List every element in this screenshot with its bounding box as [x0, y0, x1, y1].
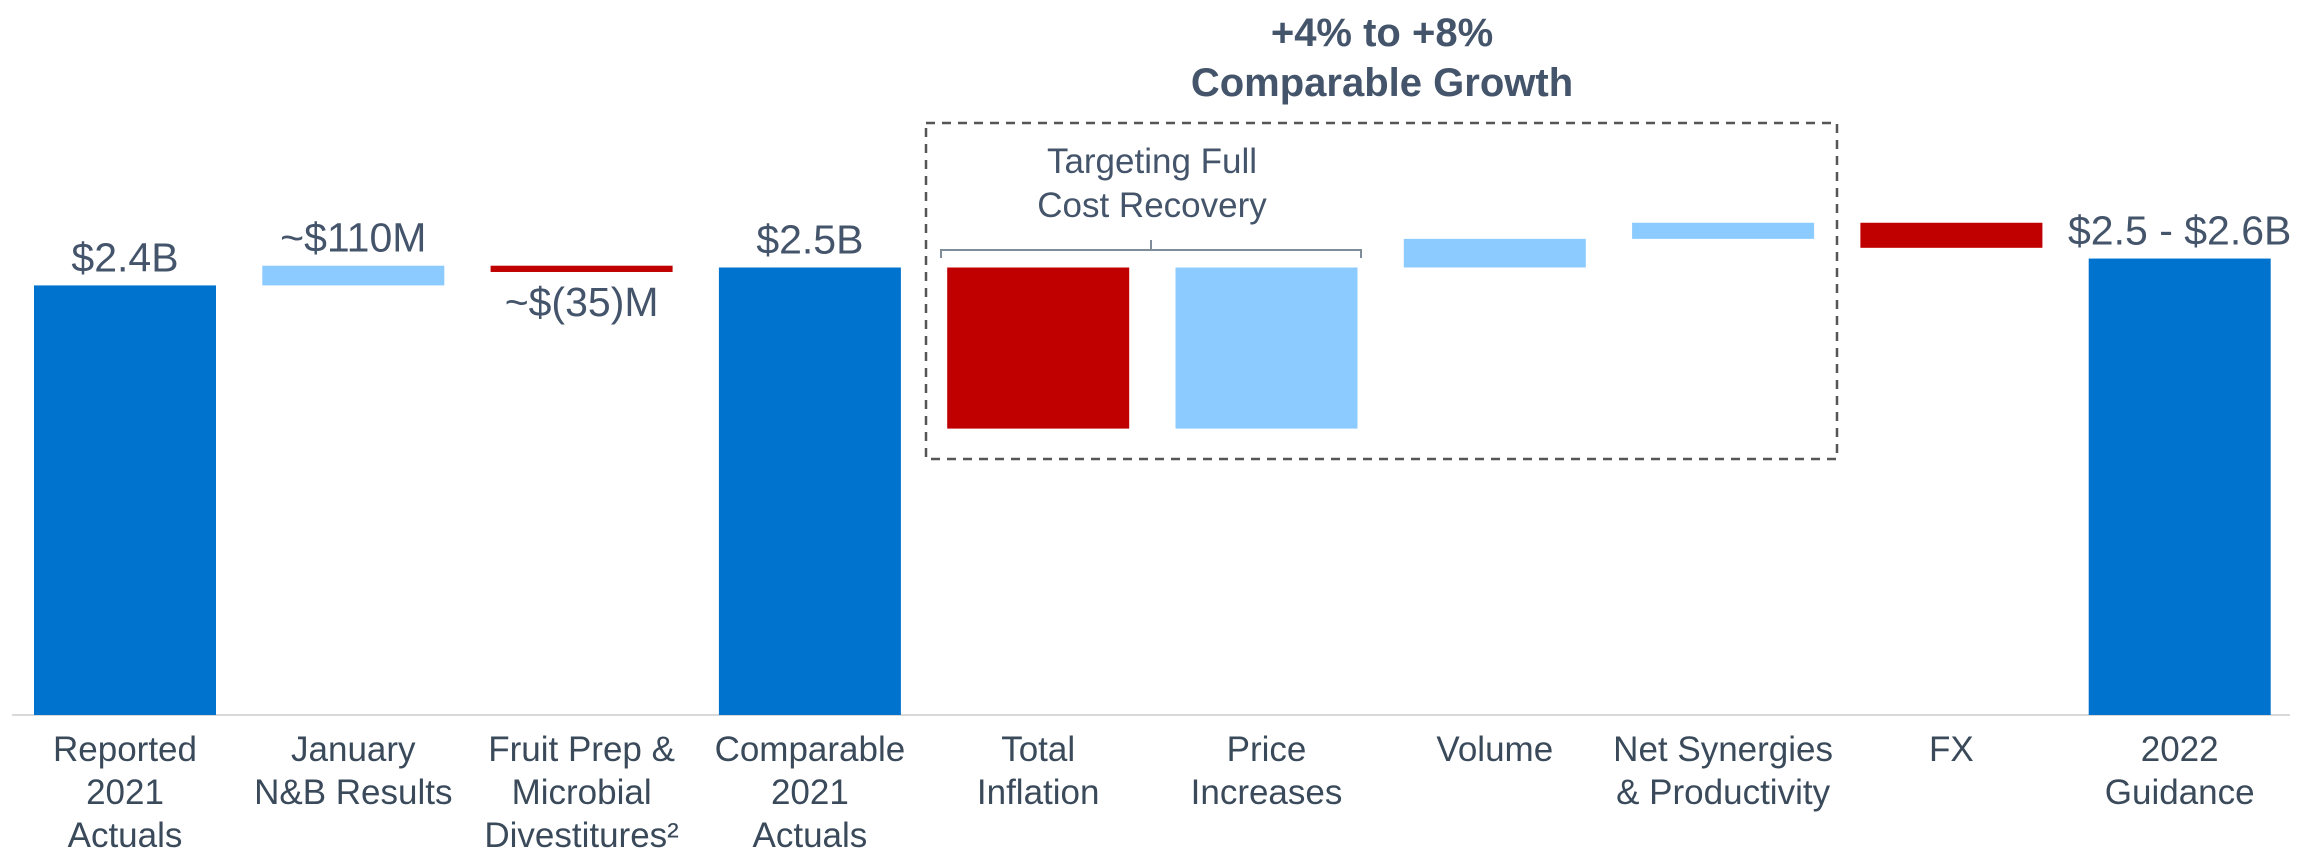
bar — [1175, 267, 1358, 429]
data-label: ~$(35)M — [505, 279, 659, 325]
x-tick-label: January N&B Results — [254, 730, 453, 812]
x-tick-label: Reported 2021 Actuals — [53, 730, 197, 855]
dashed-box — [924, 121, 1839, 461]
bar — [947, 267, 1130, 429]
x-tick-label: Price Increases — [1190, 730, 1343, 812]
data-label: $2.5B — [756, 217, 863, 263]
data-label: ~$110M — [280, 215, 426, 261]
x-tick-label: FX — [1929, 730, 1974, 769]
bracket — [940, 240, 1362, 258]
bar — [1403, 238, 1586, 268]
bar — [2088, 258, 2271, 715]
bar — [34, 285, 216, 715]
bar — [718, 267, 901, 715]
chart-title: +4% to +8% Comparable Growth — [1190, 11, 1574, 105]
bar — [1632, 222, 1815, 239]
x-tick-label: Total Inflation — [976, 730, 1100, 812]
x-tick-label: Volume — [1436, 730, 1554, 769]
x-tick-label: 2022 Guidance — [2104, 730, 2255, 812]
data-label: $2.5 - $2.6B — [2068, 208, 2291, 254]
x-tick-label: Fruit Prep & Microbial Divestitures² — [484, 730, 679, 855]
bar — [490, 265, 673, 272]
bar — [1860, 222, 2043, 248]
data-label: $2.4B — [71, 234, 178, 280]
x-tick-label: Net Synergies & Productivity — [1613, 730, 1833, 812]
annotation: Targeting Full Cost Recovery — [1037, 142, 1267, 225]
bar — [262, 265, 445, 286]
x-tick-label: Comparable 2021 Actuals — [714, 730, 906, 855]
